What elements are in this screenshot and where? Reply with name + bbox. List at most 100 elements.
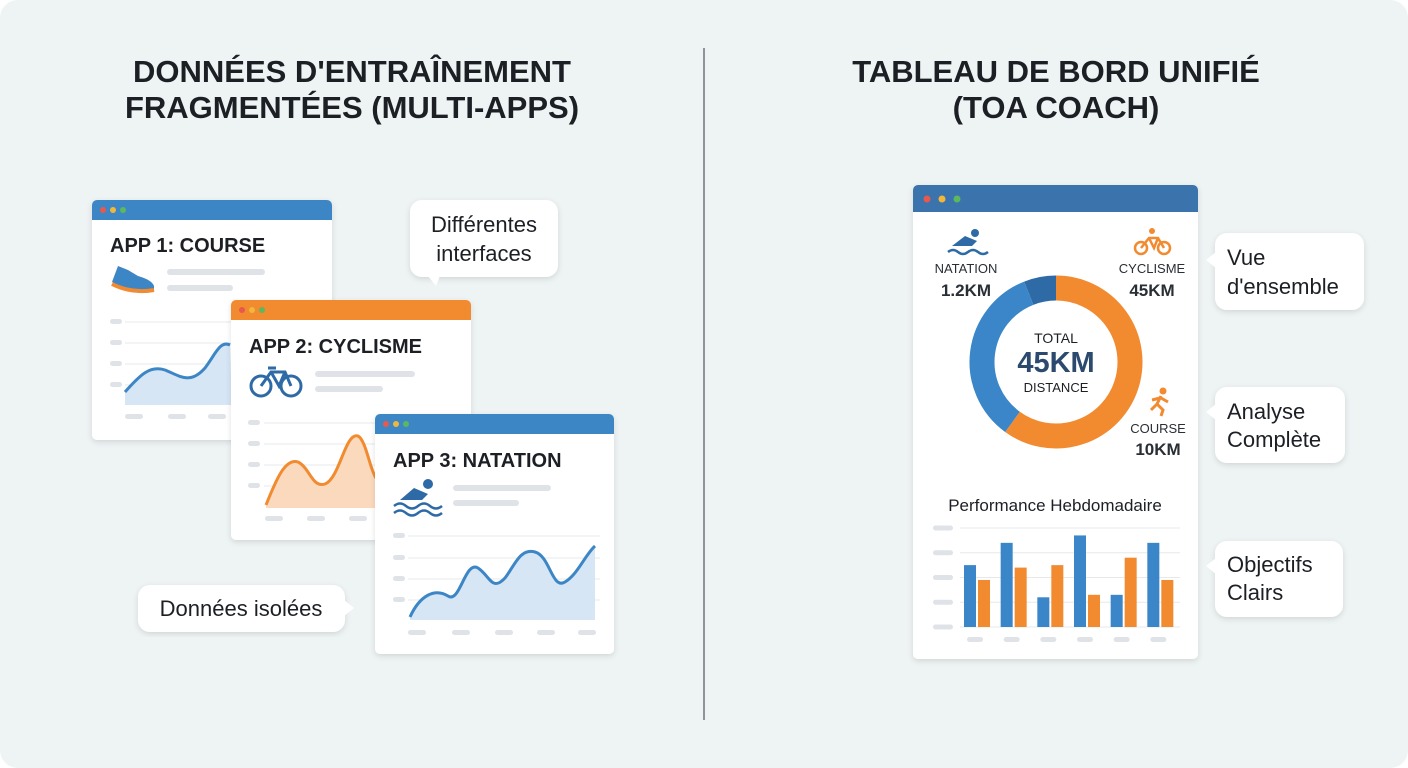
decoration — [452, 630, 470, 635]
bar — [1037, 597, 1050, 627]
y-tick — [933, 624, 953, 630]
y-tick — [933, 575, 953, 580]
decoration — [120, 207, 126, 213]
decoration — [110, 340, 122, 345]
decoration — [125, 414, 226, 419]
decoration — [393, 502, 443, 517]
bar — [1051, 565, 1064, 627]
decoration — [393, 421, 399, 427]
x-tick — [1077, 637, 1093, 642]
decoration — [249, 374, 273, 398]
decoration — [92, 200, 332, 220]
callout-text: Analyse — [1227, 399, 1305, 424]
decoration — [248, 462, 260, 467]
decoration — [403, 421, 409, 427]
decoration — [307, 516, 325, 521]
decoration — [1149, 228, 1155, 234]
decoration — [1159, 387, 1167, 395]
decoration — [110, 319, 122, 324]
decoration — [111, 282, 155, 294]
decoration — [248, 483, 260, 488]
donut-segment — [1024, 275, 1057, 306]
decoration — [1133, 240, 1149, 256]
decoration — [393, 555, 405, 560]
left-title: DONNÉES D'ENTRAÎNEMENT FRAGMENTÉES (MULT… — [125, 53, 579, 125]
decoration — [344, 600, 354, 616]
decoration — [1206, 404, 1216, 420]
bar — [1147, 542, 1160, 627]
y-tick — [933, 525, 953, 531]
callout-text: Vue — [1227, 245, 1265, 270]
decoration — [249, 307, 255, 313]
title-line: (TOA COACH) — [953, 90, 1160, 125]
callout-text: Données isolées — [160, 596, 323, 621]
decoration — [495, 630, 513, 635]
sport-distance: 1.2KM — [941, 281, 991, 300]
donut — [969, 275, 1143, 449]
callout: Vue d'ensemble — [1206, 233, 1364, 310]
callout-text: interfaces — [436, 241, 531, 266]
decoration — [423, 479, 433, 489]
decoration — [952, 236, 977, 246]
decoration — [537, 630, 555, 635]
callout-text: Clairs — [1227, 580, 1283, 605]
decoration — [410, 546, 595, 620]
bar — [1110, 594, 1123, 627]
sport-name: CYCLISME — [1119, 261, 1186, 276]
chart-title: Performance Hebdomadaire — [948, 496, 1162, 515]
bar — [1161, 579, 1174, 627]
sport-name: COURSE — [1130, 421, 1186, 436]
title-line: FRAGMENTÉES (MULTI-APPS) — [125, 90, 579, 125]
y-tick — [933, 599, 953, 605]
bar — [964, 565, 976, 627]
decoration — [239, 307, 245, 313]
sport-distance: 10KM — [1135, 440, 1180, 459]
callout: Objectifs Clairs — [1206, 541, 1343, 617]
x-tick — [1150, 637, 1167, 642]
bar — [1014, 567, 1027, 627]
callout: Données isolées — [138, 585, 354, 632]
bar — [1074, 535, 1086, 627]
decoration — [265, 516, 283, 521]
decoration — [264, 434, 378, 506]
decoration — [138, 585, 345, 632]
bar — [1088, 594, 1100, 627]
decoration — [923, 195, 931, 203]
decoration — [110, 207, 116, 213]
decoration — [913, 185, 1198, 659]
callout-text: d'ensemble — [1227, 274, 1339, 299]
decoration — [393, 533, 405, 602]
donut-segment — [1005, 275, 1143, 449]
decoration — [266, 435, 376, 508]
decoration — [315, 371, 415, 377]
right-title: TABLEAU DE BORD UNIFIÉ (TOA COACH) — [852, 54, 1260, 125]
decoration — [408, 630, 596, 635]
decoration — [167, 285, 233, 291]
decoration — [1215, 233, 1364, 310]
bar — [1124, 557, 1137, 627]
app-title: APP 3: NATATION — [393, 450, 562, 472]
decoration — [393, 576, 405, 581]
decoration — [259, 366, 293, 390]
x-tick — [1113, 637, 1130, 642]
decoration — [125, 414, 143, 419]
decoration — [408, 630, 426, 635]
title-line: TABLEAU DE BORD UNIFIÉ — [852, 54, 1260, 89]
decoration — [259, 307, 265, 313]
decoration — [1133, 236, 1172, 256]
x-tick — [1040, 637, 1057, 642]
decoration — [315, 386, 383, 392]
callout: Différentes interfaces — [410, 200, 558, 286]
decoration — [110, 382, 122, 387]
callout-text: Objectifs — [1227, 552, 1313, 577]
decoration — [453, 500, 519, 506]
donut-segment — [969, 281, 1034, 432]
decoration — [100, 207, 106, 213]
decoration — [1149, 395, 1169, 417]
decoration — [1215, 387, 1345, 463]
decoration — [125, 344, 232, 405]
dashboard-window: NATATION 1.2KM CYCLISME 45KM COURSE 10KM… — [913, 185, 1198, 659]
total-caption: DISTANCE — [1024, 380, 1089, 395]
app-window: APP 3: NATATION — [375, 414, 614, 654]
